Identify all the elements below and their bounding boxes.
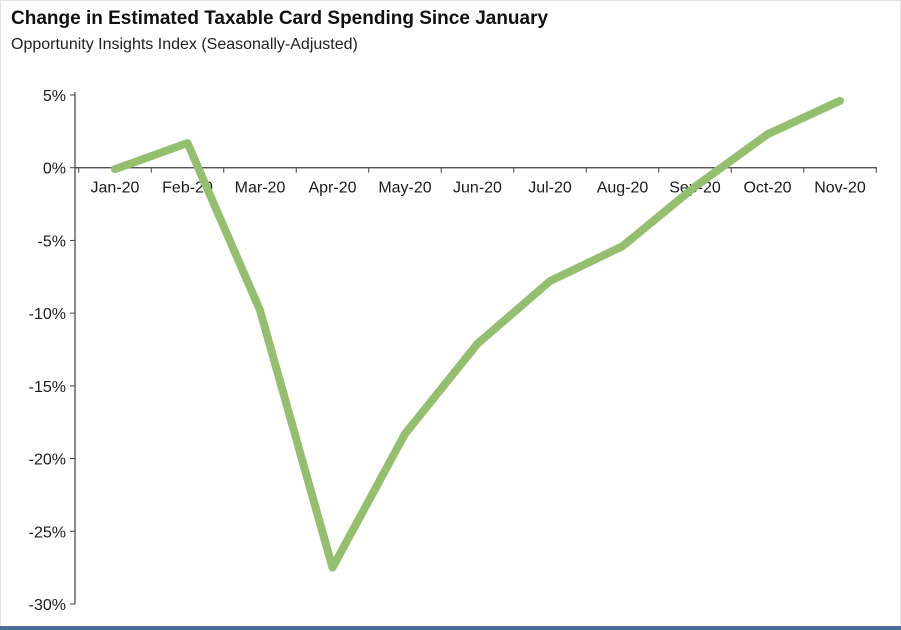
- chart-title: Change in Estimated Taxable Card Spendin…: [11, 8, 549, 29]
- x-axis-label: Jul-20: [528, 180, 572, 197]
- chart-subtitle: Opportunity Insights Index (Seasonally-A…: [11, 36, 358, 53]
- x-axis-label: Nov-20: [814, 180, 866, 197]
- spending-line: [111, 96, 844, 572]
- y-axis-label: -20%: [29, 452, 66, 469]
- y-axis-label: -25%: [29, 524, 66, 541]
- y-axis-label: -15%: [29, 379, 66, 396]
- x-axis-label: Oct-20: [743, 180, 791, 197]
- x-axis-label: Mar-20: [235, 180, 286, 197]
- x-axis-label: May-20: [378, 180, 431, 197]
- x-axis-label: Aug-20: [597, 180, 649, 197]
- y-axis-label: 5%: [43, 88, 66, 105]
- bottom-border: [0, 626, 901, 630]
- y-axis-label: 0%: [43, 161, 66, 178]
- x-axis-label: Feb-20: [162, 180, 213, 197]
- x-axis-label: Apr-20: [308, 180, 356, 197]
- y-axis-label: -10%: [29, 306, 66, 323]
- x-axis-label: Jan-20: [91, 180, 140, 197]
- x-axis-label: Jun-20: [453, 180, 502, 197]
- y-axis-label: -30%: [29, 597, 66, 614]
- y-axis-label: -5%: [38, 233, 66, 250]
